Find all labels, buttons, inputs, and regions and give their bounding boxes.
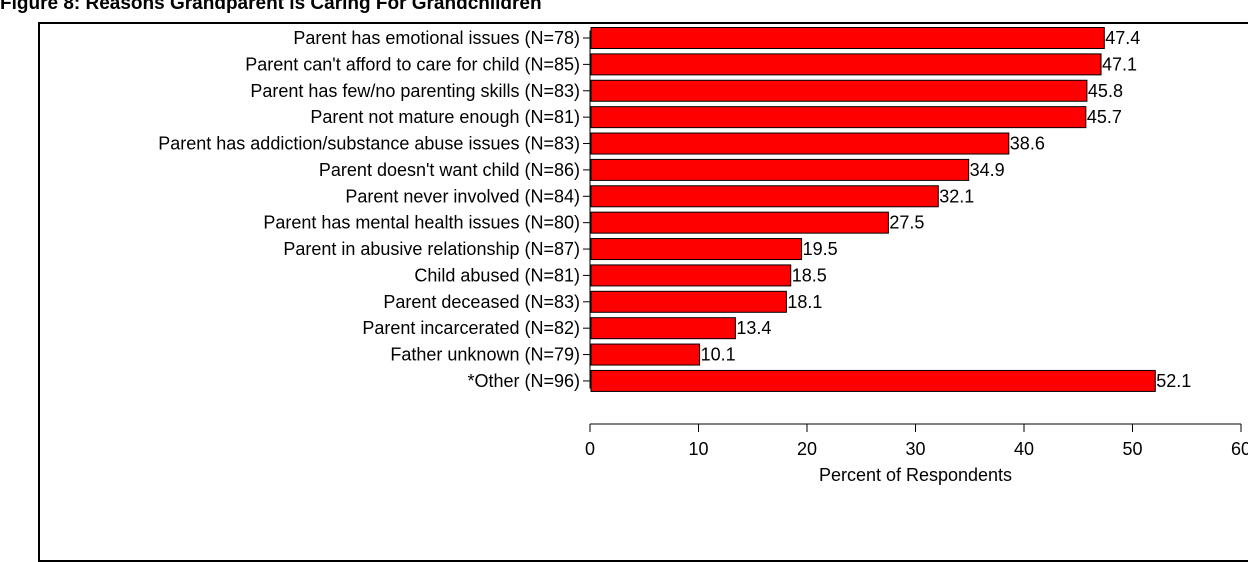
bar [590,185,939,208]
category-label: Parent has emotional issues (N=78) [293,28,580,48]
bar [590,158,970,181]
x-tick-label: 40 [1014,439,1034,459]
bar [590,211,889,234]
bar [590,264,792,287]
category-label: Parent has addiction/substance abuse iss… [158,134,580,154]
value-label: 34.9 [970,160,1005,180]
x-tick-label: 60 [1231,439,1248,459]
value-label: 27.5 [889,213,924,233]
bar [590,238,803,261]
category-label: Parent doesn't want child (N=86) [319,160,580,180]
value-label: 18.5 [792,265,827,285]
value-label: 13.4 [736,318,771,338]
x-tick-label: 10 [688,439,708,459]
x-tick-label: 20 [797,439,817,459]
value-label: 45.7 [1087,107,1122,127]
bar [590,27,1105,49]
x-tick-label: 50 [1122,439,1142,459]
category-label: Parent can't afford to care for child (N… [245,54,580,74]
bar [590,290,787,313]
value-label: 45.8 [1088,81,1123,101]
category-label: Parent incarcerated (N=82) [362,318,580,338]
bar [590,106,1087,129]
x-axis-title: Percent of Respondents [819,465,1012,485]
category-label: Parent in abusive relationship (N=87) [283,239,580,259]
figure-title: Figure 8: Reasons Grandparent is Caring … [0,0,542,14]
value-label: 18.1 [787,292,822,312]
x-tick-label: 30 [905,439,925,459]
bar [590,132,1010,155]
value-label: 19.5 [803,239,838,259]
value-label: 10.1 [701,345,736,365]
bar-chart: Parent has emotional issues (N=78) 47.4 Pa… [158,27,1248,485]
x-tick-label: 0 [585,439,595,459]
bar [590,369,1156,392]
value-label: 47.4 [1105,28,1140,48]
value-label: 38.6 [1010,134,1045,154]
bar [590,79,1088,102]
category-label: Parent deceased (N=83) [383,292,580,312]
category-label: Parent has mental health issues (N=80) [263,213,580,233]
category-label: Parent not mature enough (N=81) [310,107,580,127]
bar [590,53,1102,76]
value-label: 47.1 [1102,54,1137,74]
bar [590,343,701,366]
category-label: Parent has few/no parenting skills (N=83… [250,81,580,101]
category-label: Parent never involved (N=84) [345,186,580,206]
value-label: 32.1 [939,186,974,206]
bar [590,317,736,340]
category-label: *Other (N=96) [467,371,580,391]
value-label: 52.1 [1156,371,1191,391]
category-label: Father unknown (N=79) [390,345,580,365]
category-label: Child abused (N=81) [414,265,580,285]
